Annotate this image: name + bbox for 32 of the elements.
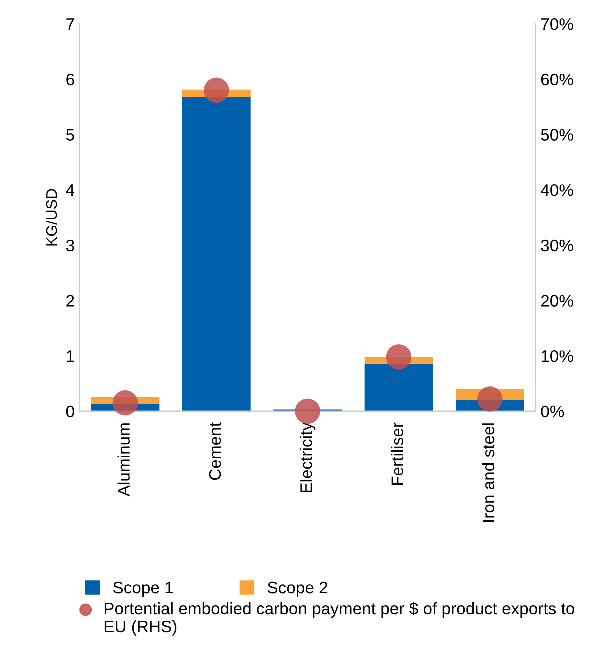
x-tick-label: Electricity <box>300 422 316 492</box>
y-tick-label: 7 <box>66 18 74 30</box>
point <box>478 386 503 412</box>
y-tick-label: 5 <box>66 129 74 141</box>
y2-tick-label: 70% <box>541 18 574 30</box>
x-tick-label: Iron and steel <box>482 424 495 522</box>
y2-tick-label: 40% <box>541 184 574 196</box>
y-tick-label: 0 <box>66 406 74 418</box>
bar <box>182 97 251 412</box>
y-tick-label: 2 <box>66 295 74 307</box>
y2-tick-label: 30% <box>541 240 574 252</box>
y-axis-title: KG/USD <box>46 189 58 246</box>
x-tick-label: Fertiliser <box>391 422 404 486</box>
point <box>204 78 230 104</box>
y-tick-label: 6 <box>66 74 74 86</box>
legend-label: Portential embodied carbon payment per $ of product exports to EU (RHS) <box>104 602 574 636</box>
x-tick-label: Cement <box>209 422 222 480</box>
y2-tick-label: 10% <box>542 350 574 362</box>
point <box>386 344 412 370</box>
y-tick-label: 4 <box>66 184 75 196</box>
y2-tick-label: 50% <box>541 129 574 141</box>
y-tick-label: 3 <box>66 240 74 252</box>
y2-tick-label: 60% <box>541 74 574 86</box>
point <box>295 398 320 424</box>
point <box>112 390 138 416</box>
bar <box>364 364 434 412</box>
legend-label: Scope 1 <box>113 582 174 597</box>
y-tick-label: 1 <box>67 350 74 362</box>
y2-tick-label: 20% <box>541 295 574 307</box>
legend-label: Scope 2 <box>268 582 328 597</box>
y2-tick-label: 0% <box>541 406 564 418</box>
x-tick-label: Aluminum <box>118 424 130 497</box>
